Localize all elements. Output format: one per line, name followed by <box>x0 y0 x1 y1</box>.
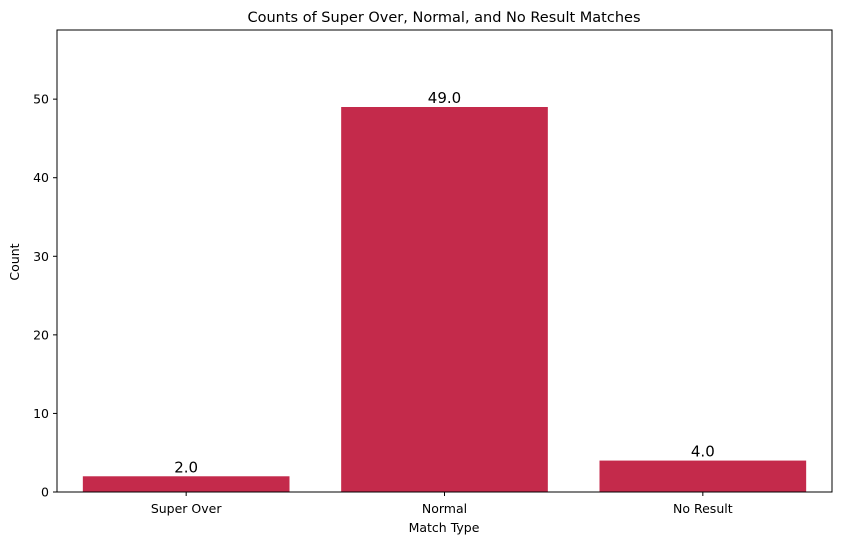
plot-area: 2.0 49.0 4.0 0 10 20 30 40 50 Super Over Normal No … <box>33 29 833 516</box>
x-tick-label: No Result <box>673 501 733 516</box>
x-tick-label: Super Over <box>151 501 223 516</box>
y-axis-label: Count <box>7 243 22 280</box>
bar-no-result <box>599 460 807 492</box>
data-label: 49.0 <box>428 89 461 107</box>
y-tick-label: 20 <box>33 327 49 342</box>
x-tick-label: Normal <box>422 501 467 516</box>
y-tick-label: 40 <box>33 170 49 185</box>
y-tick-label: 50 <box>33 92 49 107</box>
bar-normal <box>341 107 548 492</box>
x-axis-label: Match Type <box>409 520 480 535</box>
data-label: 2.0 <box>174 458 198 476</box>
chart-title: Counts of Super Over, Normal, and No Res… <box>247 10 640 26</box>
y-tick-label: 0 <box>41 485 49 500</box>
y-tick-label: 10 <box>33 406 49 421</box>
data-label: 4.0 <box>691 443 715 461</box>
bar-super-over <box>82 476 290 492</box>
y-tick-label: 30 <box>33 249 49 264</box>
